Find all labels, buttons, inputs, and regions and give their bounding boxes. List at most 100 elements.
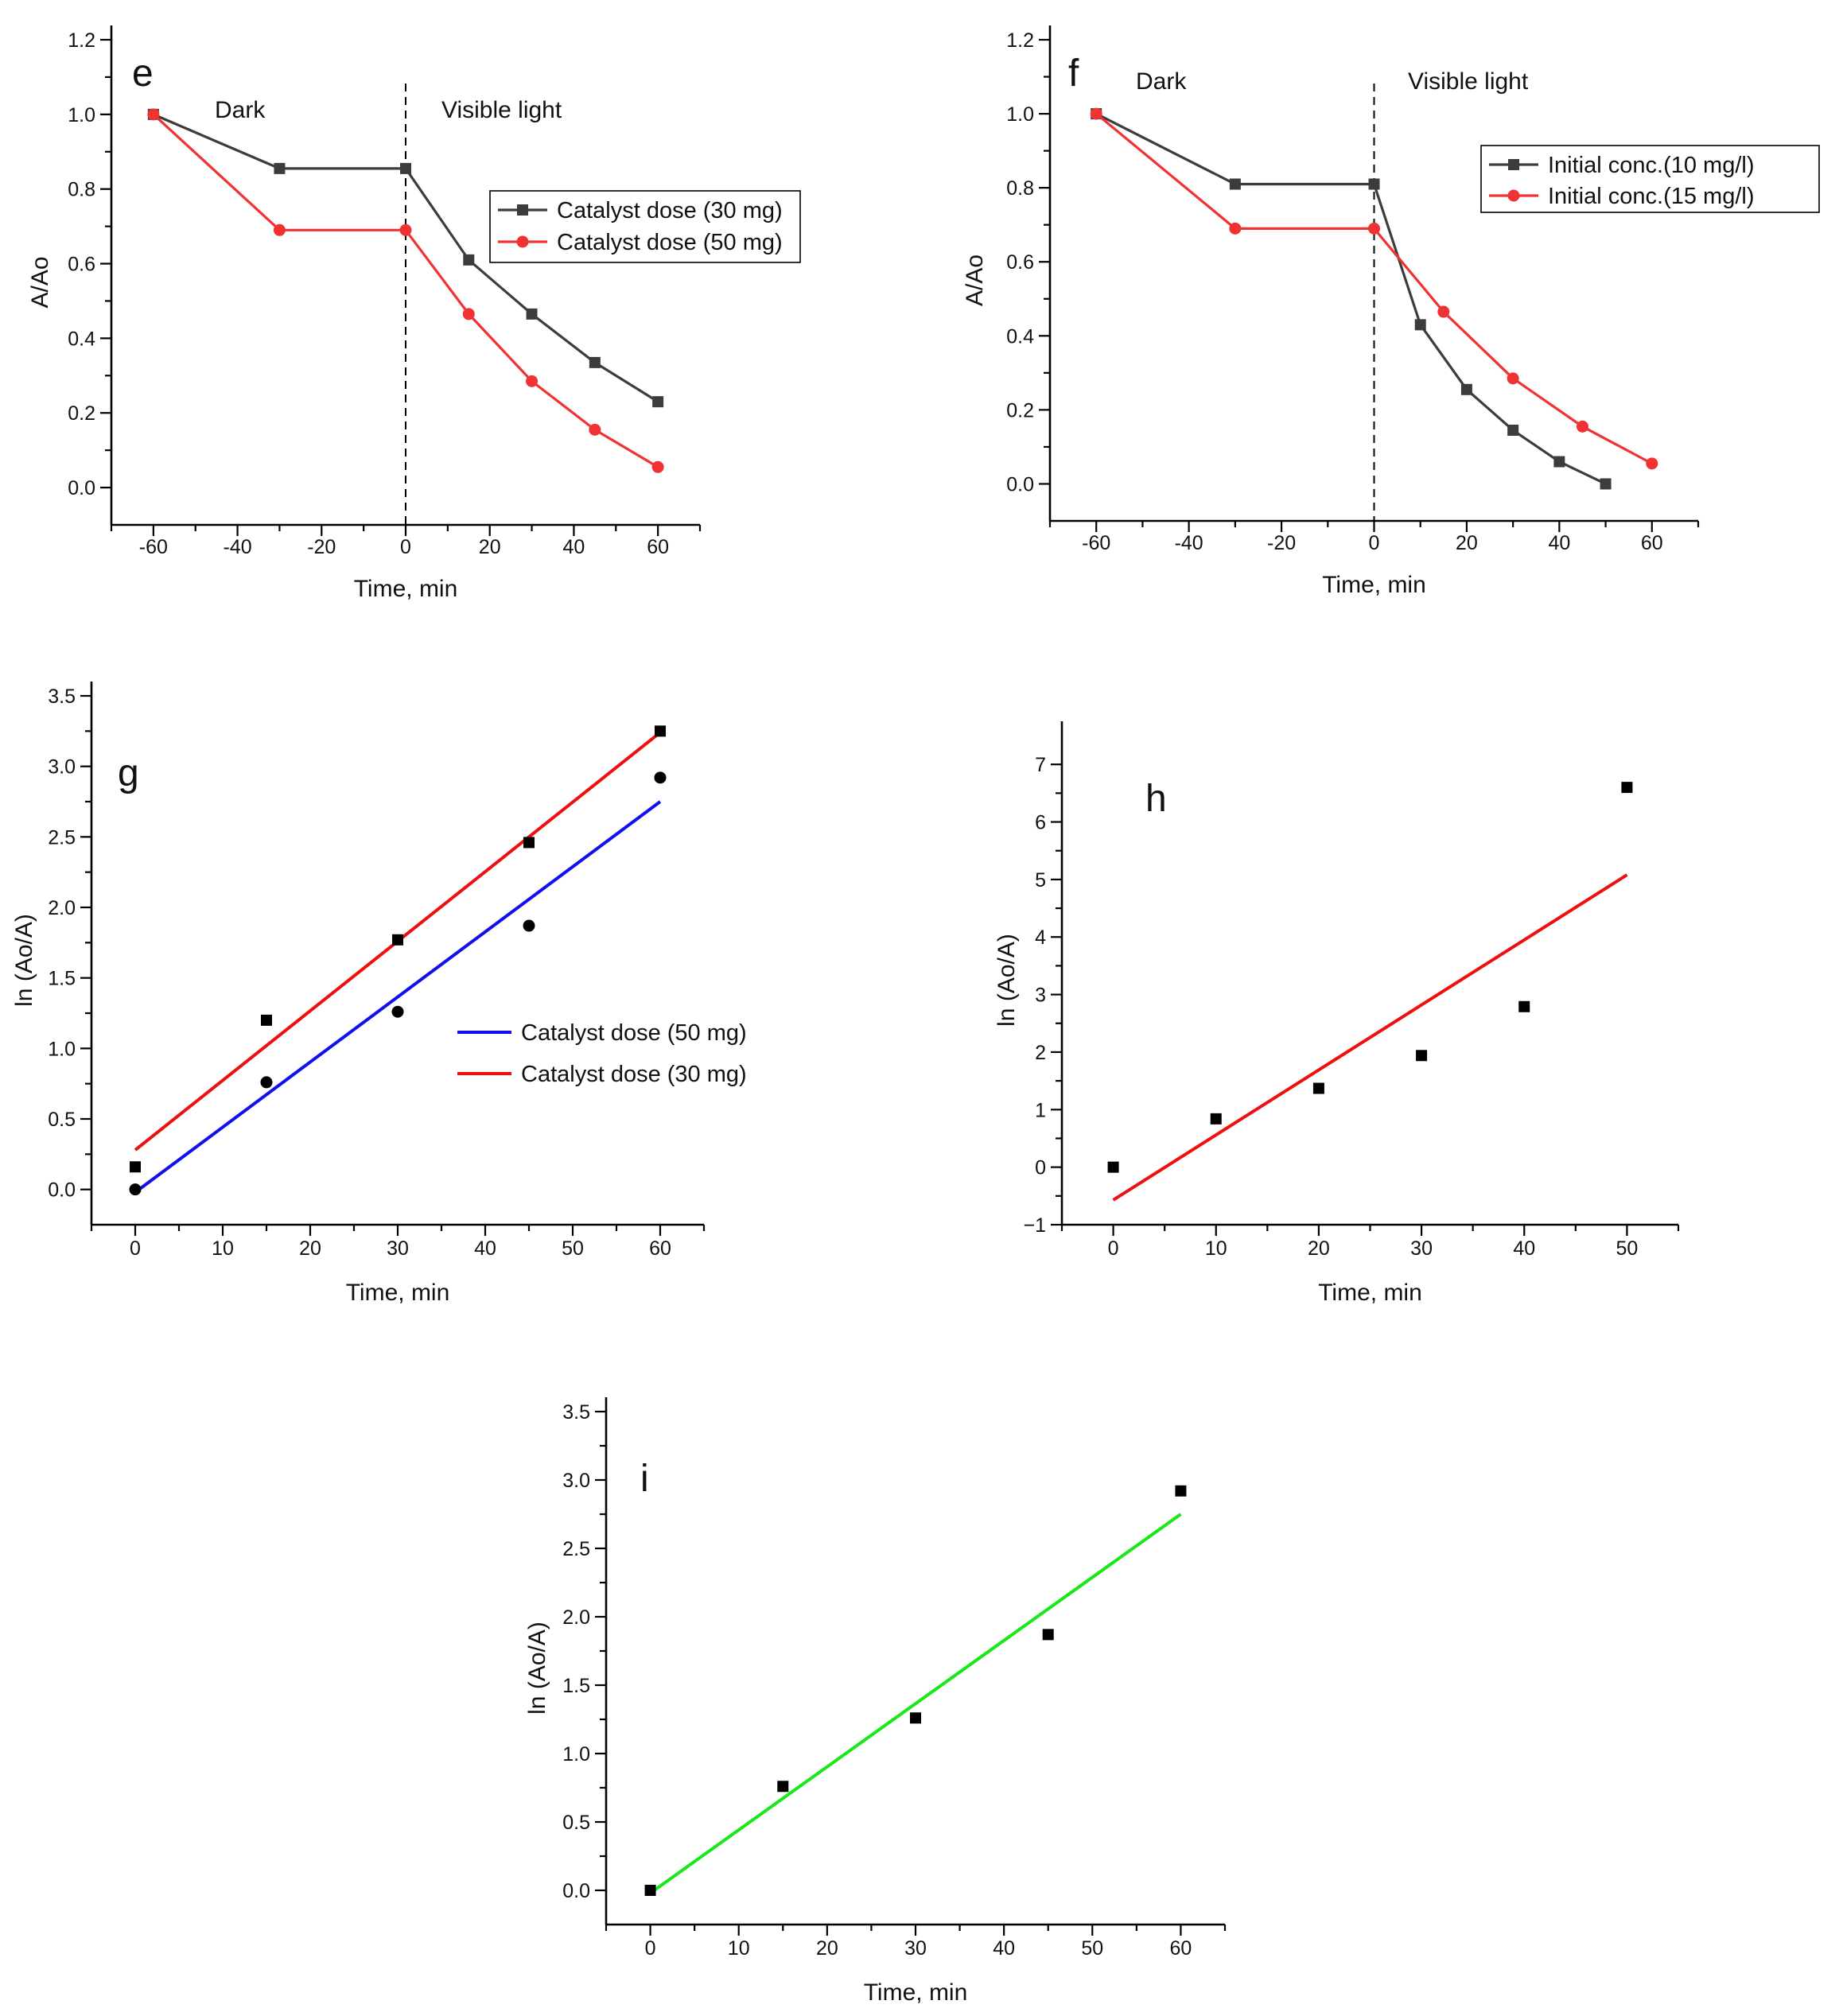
data-point (523, 919, 535, 932)
panel-letter: g (118, 752, 139, 794)
chart-h: 0 10 20 30 40 50 −1 0 1 2 3 4 5 6 7 Time, min ln (Ao/A) h (993, 721, 1680, 1306)
data-point (1553, 456, 1565, 468)
data-point (1646, 457, 1658, 470)
x-tick-label: 50 (562, 1237, 584, 1260)
legend-label: Initial conc.(15 mg/l) (1548, 184, 1755, 209)
data-point (1042, 1629, 1054, 1641)
x-tick-label: 60 (1641, 532, 1663, 554)
x-tick-label: 40 (993, 1937, 1015, 1960)
y-tick-label: 4 (1035, 926, 1046, 949)
y-tick-label: 1.0 (68, 104, 95, 126)
series-2 (147, 108, 664, 473)
data-point (910, 1712, 921, 1724)
data-point (1507, 372, 1519, 385)
x-axis-title: Time, min (1322, 572, 1426, 598)
x-tick-label: 20 (1308, 1237, 1330, 1260)
chart-panel-e: -60 -40 -20 0 20 40 60 0.0 0.2 0.4 0.6 0.8 1.0 1.2 Tim… (0, 0, 915, 628)
fit-line (1112, 873, 1628, 1202)
panel-letter: h (1145, 778, 1167, 820)
x-axis-title: Time, min (346, 1280, 450, 1306)
fit-line (134, 800, 662, 1194)
chart-i: 0 10 20 30 40 50 60 0.0 0.5 1.0 1.5 2.0 2.5 3.0 3.5 Tim… (524, 1397, 1227, 2006)
series-1 (1107, 782, 1633, 1202)
data-point (1518, 1000, 1530, 1012)
panel-letter: i (640, 1458, 649, 1500)
y-tick-label: 5 (1035, 869, 1046, 891)
y-tick-label: −1 (1023, 1214, 1046, 1237)
data-point (273, 223, 286, 236)
data-point (147, 108, 160, 121)
y-tick-label: 0.8 (1006, 177, 1034, 200)
x-tick-label: 20 (479, 536, 501, 558)
x-tick-label: 40 (1548, 532, 1570, 554)
y-tick-label: 0.5 (48, 1109, 76, 1131)
y-tick-label: 3.0 (48, 756, 76, 779)
y-tick-label: 0.4 (68, 328, 95, 350)
legend-label: Initial conc.(10 mg/l) (1548, 153, 1755, 178)
y-tick-label: 0.6 (68, 254, 95, 276)
y-axis-title: A/Ao (962, 254, 988, 306)
x-tick-label: -20 (307, 536, 336, 558)
y-tick-label: 1.5 (562, 1675, 590, 1697)
x-tick-label: 0 (130, 1237, 141, 1260)
y-tick-label: 3 (1035, 985, 1046, 1007)
data-point (1576, 420, 1588, 433)
x-tick-label: -60 (139, 536, 168, 558)
x-axis-title: Time, min (354, 576, 458, 602)
x-tick-label: 20 (299, 1237, 321, 1260)
series-1 (644, 1485, 1187, 1896)
data-point (462, 308, 475, 320)
data-point (261, 1014, 272, 1026)
x-tick-label: 60 (647, 536, 669, 558)
data-point (1437, 305, 1450, 318)
visible-light-region-label: Visible light (441, 97, 562, 123)
y-tick-label: 0 (1035, 1157, 1046, 1179)
series-2 (1090, 107, 1658, 470)
y-axis-title: ln (Ao/A) (524, 1622, 550, 1715)
series-2 (130, 725, 666, 1173)
x-tick-label: 40 (1513, 1237, 1535, 1260)
data-point (655, 725, 666, 737)
legend-label: Catalyst dose (50 mg) (521, 1020, 747, 1046)
data-point (644, 1885, 656, 1896)
x-tick-label: 60 (649, 1237, 671, 1260)
y-tick-label: 0.8 (68, 179, 95, 201)
legend: Catalyst dose (30 mg) Catalyst dose (50 m… (489, 190, 801, 263)
y-tick-label: 7 (1035, 754, 1046, 776)
data-point (589, 356, 601, 368)
x-tick-label: 0 (645, 1937, 656, 1960)
legend-label: Catalyst dose (30 mg) (521, 1062, 747, 1087)
y-tick-label: 0.0 (562, 1880, 590, 1902)
y-tick-label: 1.0 (1006, 103, 1034, 126)
data-point (1621, 782, 1633, 794)
data-point (1368, 222, 1380, 235)
x-axis-title: Time, min (864, 1979, 968, 2006)
data-point (1416, 1050, 1428, 1062)
y-tick-label: 0.0 (1006, 473, 1034, 495)
data-point (1312, 1082, 1324, 1094)
legend-marker (1507, 189, 1520, 202)
y-tick-label: 2 (1035, 1042, 1046, 1064)
data-point (463, 254, 475, 266)
legend-marker (1508, 159, 1519, 170)
data-point (652, 396, 664, 408)
x-tick-label: 50 (1616, 1237, 1639, 1260)
data-point (589, 423, 601, 436)
chart-panel-i: 0 10 20 30 40 50 60 0.0 0.5 1.0 1.5 2.0 2.5 3.0 3.5 Tim… (477, 1368, 1392, 2016)
series-1 (129, 771, 667, 1196)
data-point (129, 1183, 142, 1196)
legend-label: Catalyst dose (30 mg) (557, 198, 783, 223)
data-point (1090, 107, 1102, 120)
y-tick-label: 3.5 (48, 686, 76, 708)
legend-marker (516, 235, 529, 248)
data-point (391, 1005, 404, 1018)
y-tick-label: 1.0 (562, 1743, 590, 1765)
data-point (651, 460, 664, 473)
x-tick-label: 40 (563, 536, 585, 558)
legend-box (1480, 145, 1820, 213)
data-point (1460, 383, 1472, 395)
chart-g: 0 10 20 30 40 50 60 0.0 0.5 1.0 1.5 2.0 2.5 3.0 3.5 Tim… (11, 682, 747, 1306)
y-tick-label: 1.5 (48, 968, 76, 990)
data-point (1368, 178, 1380, 190)
x-tick-label: -60 (1082, 532, 1110, 554)
